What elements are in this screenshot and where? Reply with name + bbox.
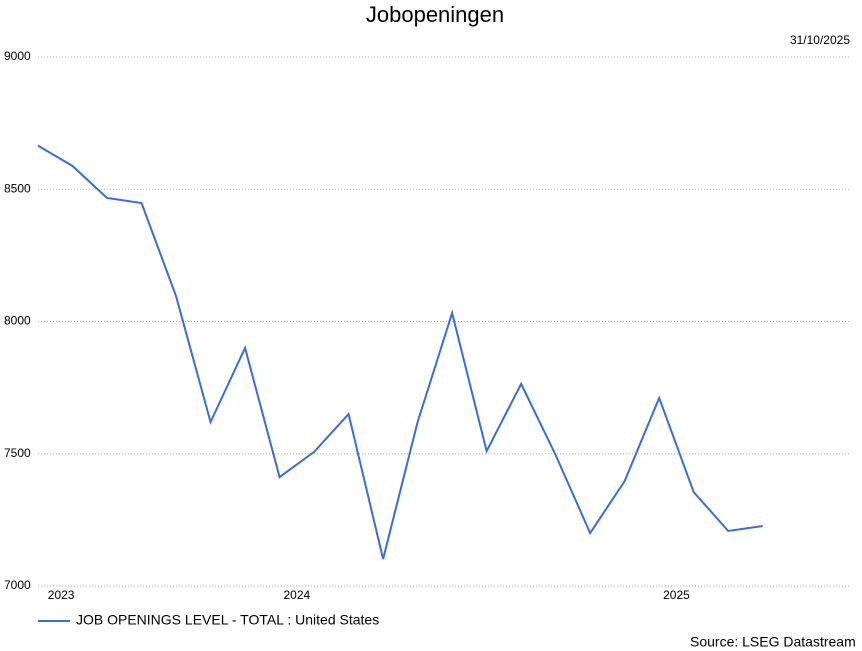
data-line — [37, 144, 763, 560]
chart-title: Jobopeningen — [366, 2, 504, 27]
x-tick-label: 2025 — [663, 588, 690, 602]
y-tick-label: 8500 — [4, 181, 31, 195]
y-tick-label: 7000 — [4, 578, 31, 592]
y-tick-label: 8000 — [4, 314, 31, 328]
source-label: Source: LSEG Datastream — [690, 634, 856, 650]
x-tick-label: 2024 — [283, 588, 310, 602]
date-label: 31/10/2025 — [790, 33, 850, 47]
x-tick-label: 2023 — [48, 588, 75, 602]
y-tick-label: 9000 — [4, 49, 31, 63]
y-tick-label: 7500 — [4, 446, 31, 460]
legend-label: JOB OPENINGS LEVEL - TOTAL : United Stat… — [76, 612, 379, 628]
